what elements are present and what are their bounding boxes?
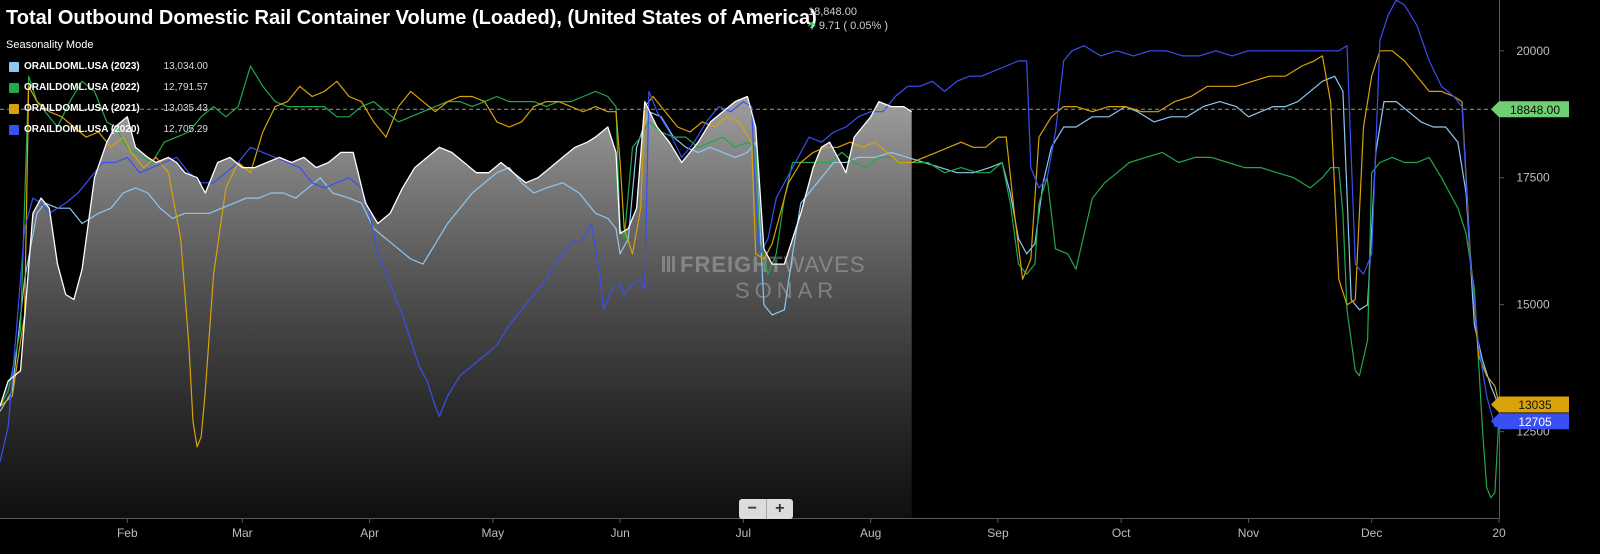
current-series-area	[0, 96, 912, 518]
freightwaves-logo-icon	[662, 256, 675, 272]
x-tick-label: Jul	[736, 526, 751, 540]
x-tick-label: Oct	[1112, 526, 1131, 540]
reference-value-tag: 18848.00	[1491, 101, 1569, 118]
x-tick-label: Apr	[360, 526, 379, 540]
legend-item-2020[interactable]: ORAILDOML.USA (2020) 12,705.29	[9, 119, 208, 140]
up-arrow-icon: 🡱	[808, 20, 816, 32]
legend-swatch-2022	[9, 82, 19, 93]
end-value-tag-13035: 13035	[1491, 396, 1569, 413]
x-tick-label: May	[481, 526, 504, 540]
legend-item-2022[interactable]: ORAILDOML.USA (2022) 12,791.57	[9, 77, 208, 98]
legend-value-2022: 12,791.57	[163, 82, 209, 93]
legend-name-2020: ORAILDOML.USA (2020)	[24, 124, 140, 135]
chart-title: Total Outbound Domestic Rail Container V…	[6, 7, 817, 29]
zoom-control: − +	[739, 499, 793, 519]
y-tick-label: 17500	[1516, 171, 1550, 185]
x-tick-label: Nov	[1238, 526, 1259, 540]
legend-value-2021: 13,035.43	[163, 103, 209, 114]
x-tick-label: Feb	[117, 526, 138, 540]
area-layer	[0, 96, 912, 518]
series-line-s2020	[0, 0, 1500, 463]
x-tick-label: Aug	[860, 526, 881, 540]
legend-item-2023[interactable]: ORAILDOML.USA (2023) 13,034.00	[9, 56, 208, 77]
legend: ORAILDOML.USA (2023) 13,034.00 ORAILDOML…	[9, 56, 208, 140]
watermark-sub: SONAR	[735, 278, 838, 303]
zoom-out-button[interactable]: −	[747, 500, 757, 517]
legend-swatch-2023	[9, 61, 19, 72]
series-line-current	[0, 95, 913, 407]
legend-item-2021[interactable]: ORAILDOML.USA (2021) 13,035.43	[9, 98, 208, 119]
x-tick-label: Dec	[1361, 526, 1382, 540]
zoom-in-button[interactable]: +	[765, 499, 794, 519]
x-tick-label: 20	[1492, 526, 1506, 540]
legend-value-2020: 12,705.29	[163, 124, 209, 135]
seasonality-mode-label: Seasonality Mode	[6, 39, 94, 51]
header-change-text: 9.71 ( 0.05% )	[818, 20, 888, 32]
svg-text:12705: 12705	[1518, 415, 1552, 429]
legend-name-2022: ORAILDOML.USA (2022)	[24, 82, 140, 93]
legend-name-2023: ORAILDOML.USA (2023)	[24, 61, 140, 72]
header-change: 🡱 9.71 ( 0.05% )	[808, 17, 888, 36]
x-tick-label: Mar	[232, 526, 253, 540]
y-tick-label: 15000	[1516, 298, 1550, 312]
header-value: 18,848.00	[808, 6, 857, 18]
svg-text:13035: 13035	[1518, 398, 1552, 412]
legend-value-2023: 13,034.00	[163, 61, 209, 72]
svg-text:18848.00: 18848.00	[1510, 103, 1560, 117]
x-tick-label: Jun	[610, 526, 629, 540]
series-line-s2021	[0, 50, 1500, 448]
legend-name-2021: ORAILDOML.USA (2021)	[24, 103, 140, 114]
x-tick-label: Sep	[987, 526, 1009, 540]
legend-swatch-2021	[9, 103, 19, 114]
watermark-brand-light: WAVES	[784, 252, 866, 277]
lines-layer	[0, 0, 1500, 499]
y-tick-label: 20000	[1516, 44, 1550, 58]
label-layer: 18848.00 13035 12705	[1491, 101, 1569, 430]
legend-swatch-2020	[9, 124, 19, 135]
end-value-tag-12705: 12705	[1491, 413, 1569, 430]
